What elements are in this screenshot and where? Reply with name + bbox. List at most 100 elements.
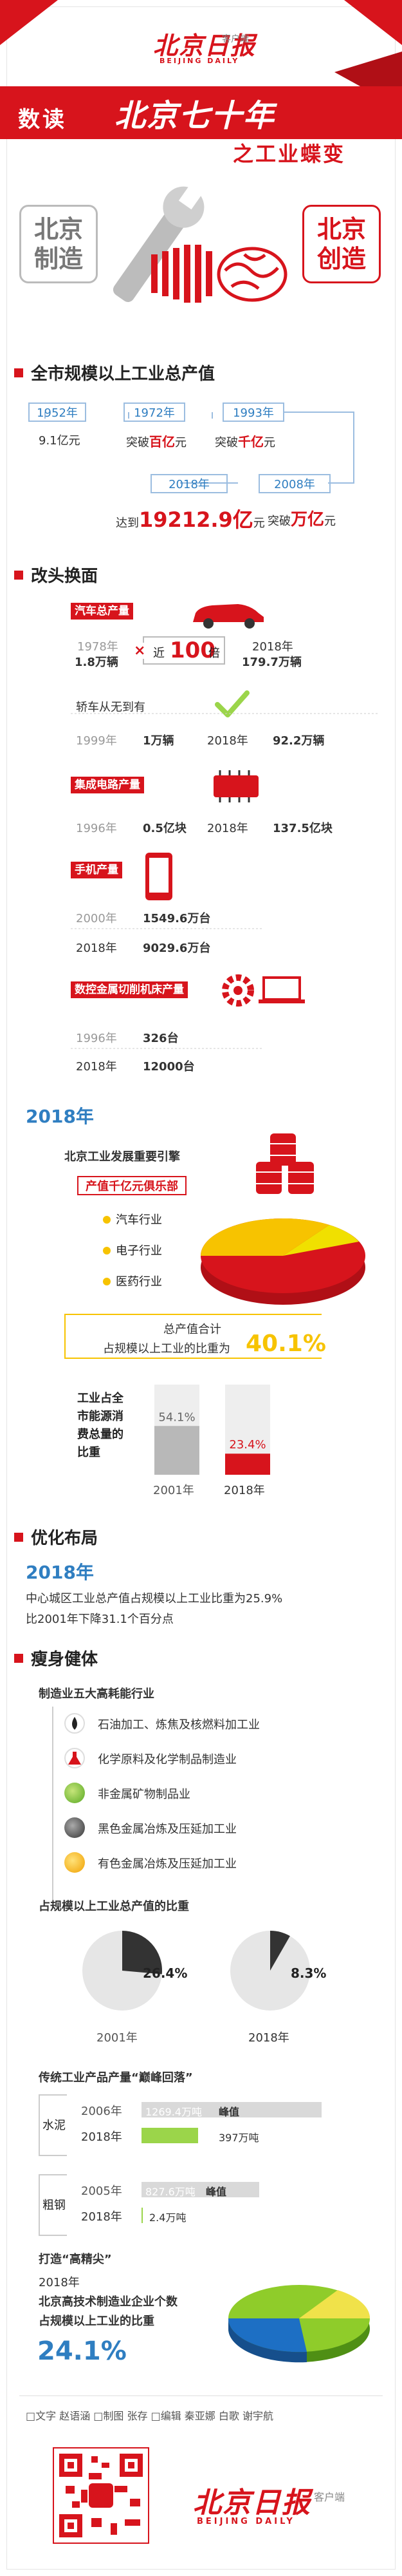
bar-year-2018: 2018年	[224, 1484, 265, 1497]
flask-icon	[64, 1748, 85, 1768]
hightech-3d-pie	[228, 2285, 370, 2363]
banner-main: 北京七十年	[114, 98, 276, 134]
car-times-box: × 近 100 倍	[134, 636, 225, 665]
pie-2018-slice	[270, 1931, 290, 1971]
section4-marker	[14, 1533, 23, 1542]
sedan-divider	[71, 713, 379, 714]
value-1972: 突破百亿元	[126, 434, 187, 450]
value-2018: 达到19212.9亿元	[116, 507, 265, 532]
pie1-pct: 26.4%	[143, 1965, 188, 1981]
sedan-label: 轿车从无到有	[76, 701, 145, 714]
steel-bracket	[39, 2174, 67, 2236]
hightech-pct: 24.1%	[37, 2336, 127, 2366]
phone-year-2000: 2000年	[76, 912, 117, 925]
pie-2001	[82, 1931, 162, 2011]
oil-drop-icon	[64, 1713, 85, 1734]
industry-item-4: 黑色金属冶炼及压延加工业	[98, 1823, 237, 1836]
total-label-1: 总产值合计	[163, 1323, 221, 1336]
credits: □文字 赵语涵 □制图 张存 □编辑 秦亚娜 白歌 谢宇航	[26, 2410, 273, 2422]
cement-bracket	[39, 2094, 67, 2156]
sedan-year-2018: 2018年	[207, 734, 248, 748]
steel-value-2018: 2.4万吨	[149, 2211, 187, 2224]
peak-title: 传统工业产品产量“巅峰回落”	[39, 2071, 193, 2085]
section1-title: 全市规模以上工业总产值	[31, 365, 215, 384]
industry-item-2: 化学原料及化学制品制造业	[98, 1753, 237, 1766]
sedan-year-1999: 1999年	[76, 734, 117, 748]
phone-value-2000: 1549.6万台	[143, 912, 211, 925]
year-box-2018: 2018年	[151, 474, 228, 493]
page-frame	[6, 6, 396, 2570]
sedan-value-1999: 1万辆	[143, 734, 174, 748]
banner-prefix: 数读	[18, 107, 67, 133]
cnc-value-2018: 12000台	[143, 1060, 195, 1074]
black-metal-icon	[64, 1817, 85, 1838]
sedan-value-2018: 92.2万辆	[273, 734, 325, 748]
industry-pharma: 医药行业	[103, 1273, 162, 1289]
ic-year-1996: 1996年	[76, 822, 117, 835]
cnc-divider	[71, 1048, 264, 1049]
legend-dot-yellow	[103, 1216, 111, 1224]
pie-2018	[230, 1931, 310, 2011]
pie2-year: 2018年	[248, 2031, 289, 2045]
legend-dot-yellow	[103, 1278, 111, 1285]
industry-item-3: 非金属矿物制品业	[98, 1788, 190, 1801]
hightech-line1: 北京高技术制造业企业个数	[39, 2295, 178, 2309]
value-1993: 突破千亿元	[215, 434, 275, 450]
phone-icon	[145, 853, 172, 900]
phone-label: 手机产量	[71, 862, 122, 878]
credits-divider	[19, 2395, 383, 2396]
steel-year-2005: 2005年	[81, 2184, 122, 2198]
industry-legend: 汽车行业 电子行业 医药行业	[77, 1204, 206, 1314]
energy-bar-2001	[154, 1426, 199, 1475]
hero-left-label: 北京制造	[33, 215, 83, 273]
industry-item-5: 有色金属冶炼及压延加工业	[98, 1857, 237, 1871]
pie2-pct: 8.3%	[291, 1965, 327, 1981]
industry-auto: 汽车行业	[103, 1211, 162, 1227]
phone-value-2018: 9029.6万台	[143, 942, 211, 955]
cement-name: 水泥	[42, 2116, 66, 2133]
footer-logo: 北京日报	[193, 2486, 311, 2519]
ic-year-2018: 2018年	[207, 822, 248, 835]
cnc-year-2018: 2018年	[76, 1060, 117, 1074]
section4-title: 优化布局	[31, 1529, 98, 1548]
car-value-1978: 1.8万辆	[75, 656, 118, 669]
barrels-icon	[256, 1133, 314, 1194]
car-value-2018: 179.7万辆	[242, 656, 302, 669]
hero-left-box: 北京制造	[19, 205, 98, 283]
energy-bar-chart: 54.1% 23.4%	[154, 1385, 270, 1475]
cnc-label: 数控金属切削机床产量	[71, 981, 188, 998]
energy-bar-2018	[225, 1454, 270, 1475]
section3-year: 2018年	[26, 1106, 94, 1127]
car-year-1978: 1978年	[77, 640, 118, 654]
cement-value-2018: 397万吨	[219, 2132, 259, 2144]
energy-label: 工业占全市能源消费总量的比重	[77, 1392, 123, 1459]
section4-line1: 中心城区工业总产值占规模以上工业比重为25.9%	[26, 1592, 283, 1605]
steel-value-2005: 827.6万吨	[145, 2186, 196, 2198]
steel-bar-2018	[142, 2208, 143, 2223]
timeline-lines	[44, 412, 354, 484]
year-box-1972: 1972年	[123, 402, 185, 422]
chip-icon	[214, 770, 259, 802]
hero-right-label: 北京创造	[316, 215, 366, 273]
cement-year-2018: 2018年	[81, 2130, 122, 2144]
header-logo-sub: 客户端	[222, 34, 249, 44]
hightech-title: 打造“高精尖”	[39, 2253, 112, 2266]
header-logo: 北京日报	[153, 31, 257, 60]
header-decoration	[0, 0, 402, 139]
high-energy-subtitle: 制造业五大高耗能行业	[39, 1687, 154, 1701]
ic-label: 集成电路产量	[71, 777, 144, 793]
footer-logo-en: BEIJING DAILY	[197, 2517, 295, 2526]
ic-value-1996: 0.5亿块	[143, 822, 187, 835]
cement-peak-label: 峰值	[219, 2106, 240, 2118]
hightech-line2: 占规模以上工业的比重	[39, 2315, 154, 2328]
club-label: 产值千亿元俱乐部	[77, 1176, 187, 1195]
total-pct: 40.1%	[246, 1331, 326, 1357]
bar-year-2001: 2001年	[153, 1484, 194, 1497]
year-box-2008: 2008年	[259, 474, 331, 493]
list-vline	[52, 1707, 53, 1900]
cement-bar-2018	[142, 2128, 198, 2143]
banner-suffix: 之工业蝶变	[233, 142, 346, 166]
check-icon	[215, 690, 250, 717]
section1-marker	[14, 368, 23, 377]
legend-dot-yellow	[103, 1247, 111, 1255]
